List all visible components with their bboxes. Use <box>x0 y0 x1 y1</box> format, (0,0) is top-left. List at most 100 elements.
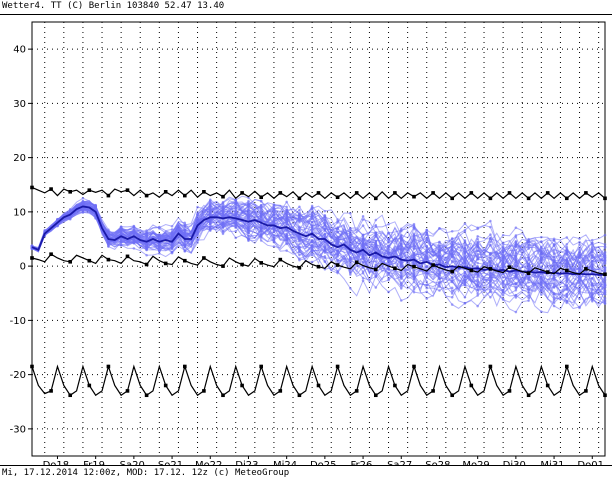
ensemble-member-point <box>476 282 479 286</box>
y-tick-label: 30 <box>13 99 26 110</box>
ensemble-member-point <box>399 283 403 286</box>
ensemble-member-point <box>552 292 556 295</box>
ensemble-member-point <box>387 272 390 275</box>
ensemble-member-point <box>145 246 148 249</box>
ensemble-member-point <box>603 296 607 300</box>
y-tick-label: 40 <box>13 45 26 56</box>
climate-low-point <box>202 256 206 260</box>
ensemble-member-point <box>450 252 454 255</box>
ensemble-member-point <box>298 245 301 249</box>
ensemble-member-point <box>450 248 454 252</box>
ensemble-member-point <box>259 239 263 242</box>
ensemble-member-point <box>259 233 263 236</box>
climate-min-point <box>335 364 340 369</box>
ensemble-member-point <box>158 249 161 252</box>
ensemble-member-point <box>514 285 518 289</box>
ensemble-member-point <box>552 276 556 280</box>
ensemble-member-point <box>476 234 479 238</box>
ensemble-member-point <box>374 232 378 236</box>
ensemble-member-point <box>272 228 276 232</box>
ensemble-member-point <box>285 242 288 246</box>
ensemble-member-point <box>450 245 454 249</box>
ensemble-member-point <box>438 273 441 276</box>
climate-low-point <box>221 264 225 268</box>
ensemble-member-point <box>514 240 518 244</box>
ensemble-member-point <box>425 236 429 240</box>
ensemble-member-point <box>527 299 530 302</box>
ensemble-member-point <box>272 236 276 240</box>
ensemble-member-point <box>285 249 288 252</box>
ensemble-member-point <box>158 234 161 237</box>
ensemble-member-point <box>489 295 492 299</box>
ensemble-member-point <box>399 275 403 278</box>
ensemble-member-point <box>463 301 467 305</box>
title-bar: Wetter4. TT (C) Berlin 103840 52.47 13.4… <box>0 0 612 15</box>
climate-high-point <box>278 191 283 195</box>
ensemble-member-point <box>361 233 365 237</box>
ensemble-member-point <box>310 260 314 264</box>
ensemble-member-point <box>247 239 250 243</box>
ensemble-member-point <box>489 225 492 229</box>
ensemble-member-point <box>476 226 479 230</box>
ensemble-member-point <box>501 280 505 283</box>
ensemble-member-point <box>119 243 123 247</box>
ensemble-member-point <box>247 196 250 199</box>
ensemble-member-point <box>119 240 123 244</box>
chart-title: Wetter4. TT (C) Berlin 103840 52.47 13.4… <box>2 1 225 11</box>
climate-low-point <box>354 260 359 265</box>
ensemble-member-point <box>119 232 123 235</box>
ensemble-member-point <box>361 242 365 246</box>
ensemble-member-point <box>438 244 441 248</box>
ensemble-member-point <box>501 285 505 288</box>
ensemble-member-point <box>514 258 518 262</box>
ensemble-member-point <box>336 254 339 257</box>
ensemble-member-point <box>336 218 339 221</box>
ensemble-member-point <box>399 244 403 247</box>
footer-text: Mi, 17.12.2014 12:00z, MOD: 17.12. 12z (… <box>2 468 290 478</box>
climate-min-point <box>603 393 607 398</box>
ensemble-member-point <box>603 261 607 264</box>
ensemble-member-point <box>438 269 441 273</box>
ensemble-member-point <box>310 212 314 215</box>
ensemble-member-point <box>603 286 607 289</box>
ensemble-member-point <box>361 236 365 239</box>
ensemble-member-point <box>221 232 225 236</box>
ensemble-member-point <box>425 231 429 235</box>
ensemble-member-point <box>412 246 416 250</box>
ensemble-member-point <box>514 294 518 297</box>
climate-high-point <box>488 196 493 201</box>
ensemble-member-point <box>552 259 556 263</box>
ensemble-member-point <box>310 229 314 233</box>
ensemble-member-point <box>425 245 429 248</box>
ensemble-member-point <box>107 244 110 248</box>
ensemble-member-point <box>132 225 136 229</box>
ensemble-member-point <box>170 232 174 236</box>
ensemble-member-point <box>298 219 301 222</box>
ensemble-member-point <box>145 242 148 246</box>
ensemble-member-point <box>221 211 225 215</box>
ensemble-member-point <box>349 229 352 232</box>
ensemble-member-point <box>540 250 543 253</box>
ensemble-member-point <box>603 250 607 254</box>
ensemble-member-point <box>310 224 314 227</box>
ensemble-member-point <box>565 274 569 278</box>
ensemble-member-point <box>514 282 518 286</box>
ensemble-member-point <box>81 207 85 210</box>
climate-low-point <box>412 264 416 269</box>
climate-high-point <box>183 193 187 198</box>
climate-low-point <box>393 266 397 271</box>
ensemble-member-point <box>489 274 492 278</box>
ensemble-member-point <box>590 288 594 292</box>
ensemble-member-point <box>310 220 314 224</box>
ensemble-member-point <box>170 251 174 255</box>
ensemble-member-point <box>336 230 339 234</box>
ensemble-member-point <box>323 214 327 218</box>
climate-min-point <box>374 393 378 398</box>
ensemble-member-point <box>552 248 556 252</box>
ensemble-member-point <box>578 289 581 292</box>
ensemble-member-point <box>145 248 148 252</box>
ensemble-member-point <box>412 286 416 289</box>
ensemble-member-point <box>285 222 288 226</box>
ensemble-member-point <box>208 221 212 224</box>
ensemble-member-point <box>259 230 263 234</box>
